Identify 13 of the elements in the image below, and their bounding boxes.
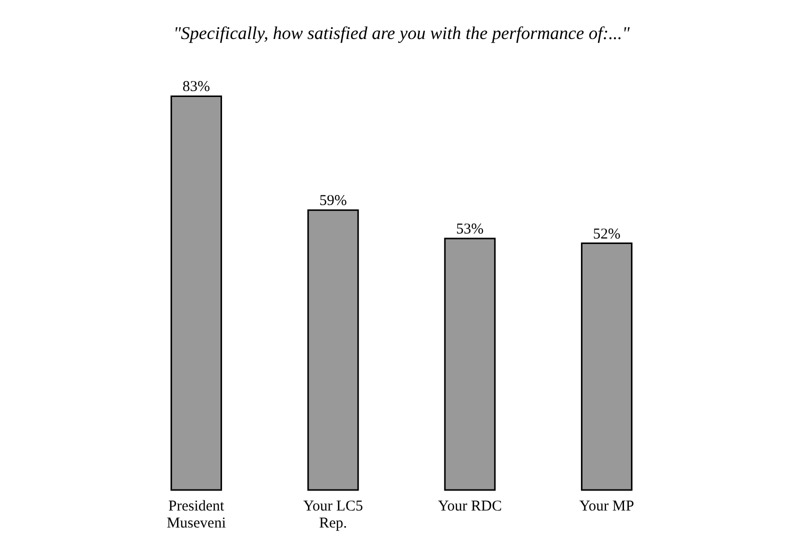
x-tick-label: Your MP (579, 498, 634, 514)
bar (170, 95, 222, 491)
data-label: 59% (319, 193, 347, 210)
bar (580, 242, 632, 491)
x-tick-label: President Museveni (166, 498, 226, 532)
data-label: 83% (182, 79, 210, 96)
data-label: 53% (456, 222, 484, 238)
data-label: 52% (592, 226, 620, 242)
chart-title: "Specifically, how satisfied are you with the performance of:..." (173, 23, 630, 43)
x-tick-label: Your LC5 Rep. (303, 498, 363, 532)
bar (444, 238, 496, 491)
bar (307, 209, 359, 491)
x-tick-label: Your RDC (438, 498, 502, 514)
